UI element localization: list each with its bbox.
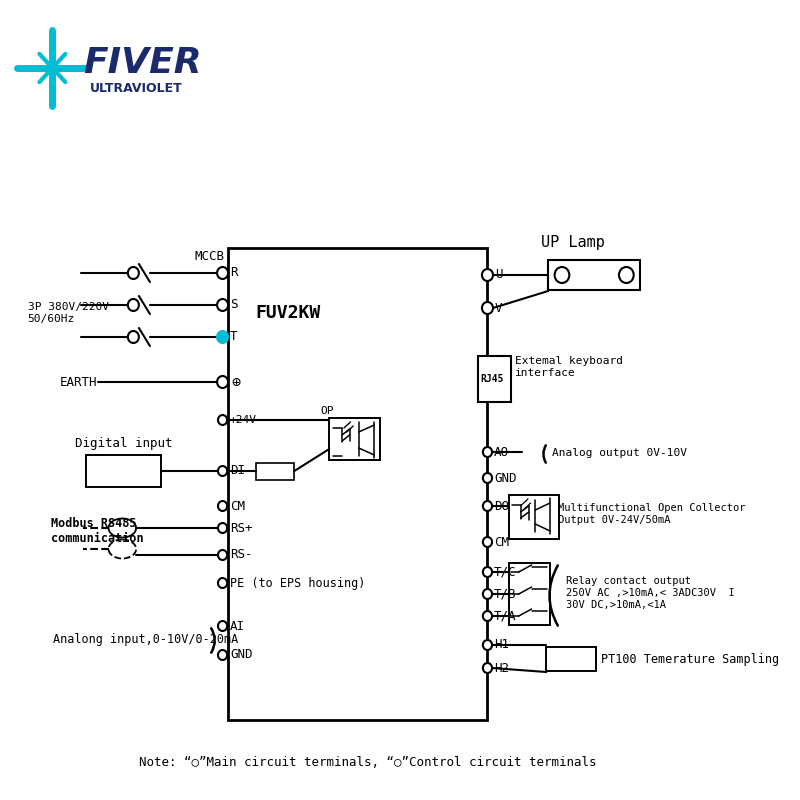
Text: CM: CM xyxy=(494,535,509,549)
Bar xyxy=(548,260,640,290)
Circle shape xyxy=(218,523,227,533)
Circle shape xyxy=(218,650,227,660)
Text: Modbus RS485
communication: Modbus RS485 communication xyxy=(50,517,143,545)
Circle shape xyxy=(217,331,228,343)
Bar xyxy=(509,563,550,625)
Circle shape xyxy=(218,578,227,588)
Text: FIVER: FIVER xyxy=(82,46,202,80)
Circle shape xyxy=(483,567,492,577)
Text: CM: CM xyxy=(230,499,245,513)
Text: PT100 Temerature Sampling: PT100 Temerature Sampling xyxy=(601,653,778,666)
Text: 3P 380V/220V
50/60Hz: 3P 380V/220V 50/60Hz xyxy=(27,302,109,324)
Text: RJ45: RJ45 xyxy=(480,374,504,384)
Circle shape xyxy=(482,302,493,314)
Circle shape xyxy=(217,267,228,279)
Text: R: R xyxy=(230,266,238,279)
Bar xyxy=(256,463,294,480)
Circle shape xyxy=(128,299,139,311)
Circle shape xyxy=(554,267,570,283)
Text: DI: DI xyxy=(230,465,245,478)
Bar xyxy=(330,418,380,460)
Text: ULTRAVIOLET: ULTRAVIOLET xyxy=(90,82,183,94)
Text: T/C: T/C xyxy=(494,566,517,578)
Text: RS-: RS- xyxy=(230,549,253,562)
Bar xyxy=(509,495,559,539)
Circle shape xyxy=(619,267,634,283)
Text: GND: GND xyxy=(230,649,253,662)
Text: FUV2KW: FUV2KW xyxy=(256,304,321,322)
Bar xyxy=(86,455,161,487)
Circle shape xyxy=(482,269,493,281)
Text: FIVER: FIVER xyxy=(245,391,491,519)
Circle shape xyxy=(483,537,492,547)
Bar xyxy=(478,356,511,402)
Circle shape xyxy=(218,550,227,560)
Text: RS+: RS+ xyxy=(230,522,253,534)
Bar xyxy=(228,248,487,720)
Circle shape xyxy=(483,501,492,511)
Text: Extemal keyboard
interface: Extemal keyboard interface xyxy=(515,356,623,378)
Text: MCCB: MCCB xyxy=(194,250,225,263)
Circle shape xyxy=(483,447,492,457)
Text: GND: GND xyxy=(494,471,517,485)
Circle shape xyxy=(483,611,492,621)
Circle shape xyxy=(128,267,139,279)
Text: T/A: T/A xyxy=(494,610,517,622)
Circle shape xyxy=(483,589,492,599)
Circle shape xyxy=(218,466,227,476)
Circle shape xyxy=(483,473,492,483)
Text: DO: DO xyxy=(494,499,509,513)
Bar xyxy=(546,647,596,671)
Text: OP: OP xyxy=(320,406,334,416)
Text: T: T xyxy=(230,330,238,343)
Circle shape xyxy=(218,621,227,631)
Text: AI: AI xyxy=(230,619,245,633)
Text: ULTRAVIOLET: ULTRAVIOLET xyxy=(265,455,471,535)
Circle shape xyxy=(483,640,492,650)
Text: V: V xyxy=(495,302,502,314)
Text: PE (to EPS housing): PE (to EPS housing) xyxy=(230,577,366,590)
Text: Digital input: Digital input xyxy=(75,437,173,450)
Text: H1: H1 xyxy=(494,638,509,651)
Text: S: S xyxy=(230,298,238,311)
Circle shape xyxy=(217,299,228,311)
Text: T/B: T/B xyxy=(494,587,517,601)
Circle shape xyxy=(128,331,139,343)
Text: +24V: +24V xyxy=(230,415,257,425)
Circle shape xyxy=(483,663,492,673)
Text: H2: H2 xyxy=(494,662,509,674)
Text: AO: AO xyxy=(494,446,509,458)
Text: ⊕: ⊕ xyxy=(232,374,241,390)
Circle shape xyxy=(218,415,227,425)
Text: Analog output 0V-10V: Analog output 0V-10V xyxy=(552,448,687,458)
Text: Multifunctional Open Collector
Output 0V-24V/50mA: Multifunctional Open Collector Output 0V… xyxy=(558,503,746,525)
Text: UP Lamp: UP Lamp xyxy=(541,234,605,250)
Circle shape xyxy=(218,501,227,511)
Circle shape xyxy=(217,376,228,388)
Text: U: U xyxy=(495,269,502,282)
Text: EARTH: EARTH xyxy=(60,375,98,389)
Text: Note: “○”Main circuit terminals, “○”Control circuit terminals: Note: “○”Main circuit terminals, “○”Cont… xyxy=(139,755,597,769)
Text: Analong input,0-10V/0-20mA: Analong input,0-10V/0-20mA xyxy=(54,633,238,646)
Text: Relay contact output
250V AC ,>10mA,< 3ADC30V  I
30V DC,>10mA,<1A: Relay contact output 250V AC ,>10mA,< 3A… xyxy=(566,576,734,610)
